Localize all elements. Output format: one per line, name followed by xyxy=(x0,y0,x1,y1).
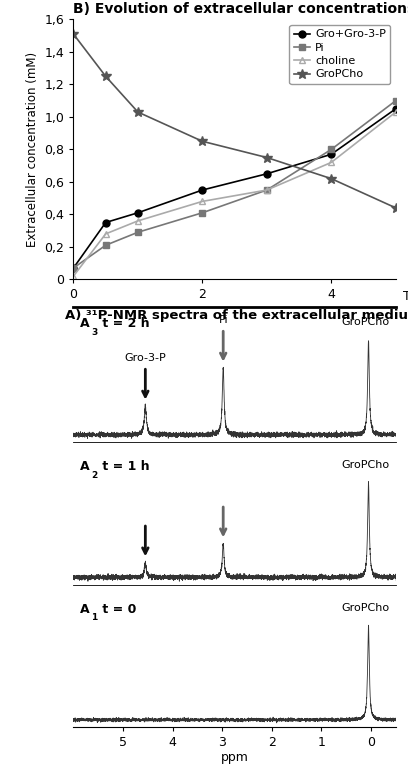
choline xyxy=(264,185,269,194)
Text: t = 1 h: t = 1 h xyxy=(98,460,149,473)
Text: Time (h): Time (h) xyxy=(404,289,408,303)
Text: 3: 3 xyxy=(91,328,98,338)
Legend: Gro+Gro-3-P, Pi, choline, GroPCho: Gro+Gro-3-P, Pi, choline, GroPCho xyxy=(289,25,390,84)
Text: A) ³¹P-NMR spectra of the extracellular medium: A) ³¹P-NMR spectra of the extracellular … xyxy=(65,309,408,322)
Pi xyxy=(103,240,108,250)
Text: B) Evolution of extracellular concentrations: B) Evolution of extracellular concentrat… xyxy=(73,2,408,16)
GroPCho xyxy=(393,203,398,212)
Text: t = 2 h: t = 2 h xyxy=(98,317,149,331)
Gro+Gro-3-P xyxy=(329,149,334,159)
Text: GroPCho: GroPCho xyxy=(341,460,389,470)
Pi xyxy=(264,185,269,194)
Line: GroPCho: GroPCho xyxy=(69,30,401,212)
Pi xyxy=(329,145,334,154)
Pi xyxy=(135,228,140,237)
Line: Gro+Gro-3-P: Gro+Gro-3-P xyxy=(70,105,399,272)
Y-axis label: Extracellular concentration (mM): Extracellular concentration (mM) xyxy=(26,52,39,247)
choline xyxy=(200,197,205,206)
Line: Pi: Pi xyxy=(70,97,399,272)
Gro+Gro-3-P xyxy=(393,104,398,114)
Pi xyxy=(393,96,398,105)
GroPCho xyxy=(103,72,108,81)
Text: t = 0: t = 0 xyxy=(98,602,136,615)
GroPCho xyxy=(264,152,269,162)
Text: A: A xyxy=(80,317,89,331)
Text: Gro-3-P: Gro-3-P xyxy=(124,352,166,363)
Text: A: A xyxy=(80,460,89,473)
choline xyxy=(135,216,140,226)
Text: GroPCho: GroPCho xyxy=(341,317,389,328)
Pi xyxy=(200,208,205,217)
Gro+Gro-3-P xyxy=(103,218,108,227)
choline xyxy=(329,158,334,167)
Text: 1: 1 xyxy=(91,613,98,622)
choline xyxy=(103,230,108,239)
X-axis label: ppm: ppm xyxy=(221,751,248,764)
Gro+Gro-3-P xyxy=(200,185,205,194)
Gro+Gro-3-P xyxy=(264,169,269,178)
GroPCho xyxy=(329,174,334,184)
GroPCho xyxy=(71,30,76,39)
Text: A: A xyxy=(80,602,89,615)
GroPCho xyxy=(200,137,205,146)
choline xyxy=(393,107,398,117)
Text: GroPCho: GroPCho xyxy=(341,602,389,612)
Gro+Gro-3-P xyxy=(71,263,76,272)
Text: Pi: Pi xyxy=(218,314,228,324)
Pi xyxy=(71,263,76,272)
choline xyxy=(71,272,76,281)
GroPCho xyxy=(135,107,140,117)
Gro+Gro-3-P xyxy=(135,208,140,217)
Line: choline: choline xyxy=(70,109,399,279)
Text: 2: 2 xyxy=(91,471,98,480)
